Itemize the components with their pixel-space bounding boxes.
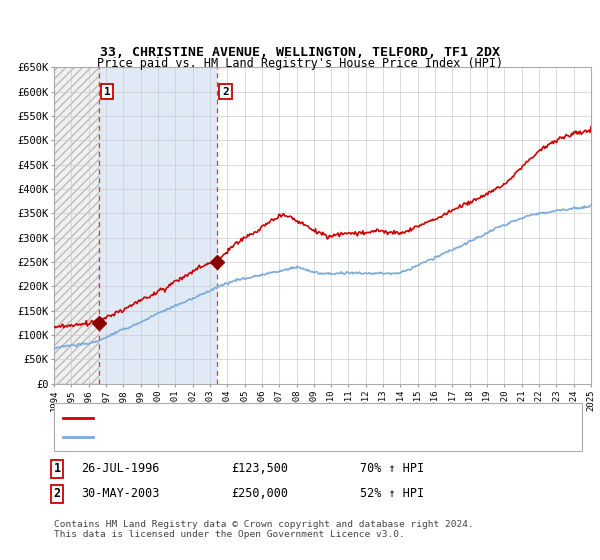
Text: 2: 2 [222,87,229,96]
Bar [54,67,98,384]
Text: Contains HM Land Registry data © Crown copyright and database right 2024.
This d: Contains HM Land Registry data © Crown c… [54,520,474,539]
Text: 1: 1 [104,87,110,96]
Text: 70% ↑ HPI: 70% ↑ HPI [360,462,424,475]
Text: 2: 2 [53,487,61,501]
Text: £123,500: £123,500 [231,462,288,475]
Text: 26-JUL-1996: 26-JUL-1996 [81,462,160,475]
Text: 1: 1 [53,462,61,475]
Text: 30-MAY-2003: 30-MAY-2003 [81,487,160,501]
Text: 33, CHRISTINE AVENUE, WELLINGTON, TELFORD, TF1 2DX (detached house): 33, CHRISTINE AVENUE, WELLINGTON, TELFOR… [99,413,518,423]
Text: 33, CHRISTINE AVENUE, WELLINGTON, TELFORD, TF1 2DX: 33, CHRISTINE AVENUE, WELLINGTON, TELFOR… [100,46,500,59]
Bar [98,67,217,384]
Text: 52% ↑ HPI: 52% ↑ HPI [360,487,424,501]
Text: £250,000: £250,000 [231,487,288,501]
Text: HPI: Average price, detached house, Telford and Wrekin: HPI: Average price, detached house, Telf… [99,432,437,442]
Text: Price paid vs. HM Land Registry's House Price Index (HPI): Price paid vs. HM Land Registry's House … [97,57,503,70]
